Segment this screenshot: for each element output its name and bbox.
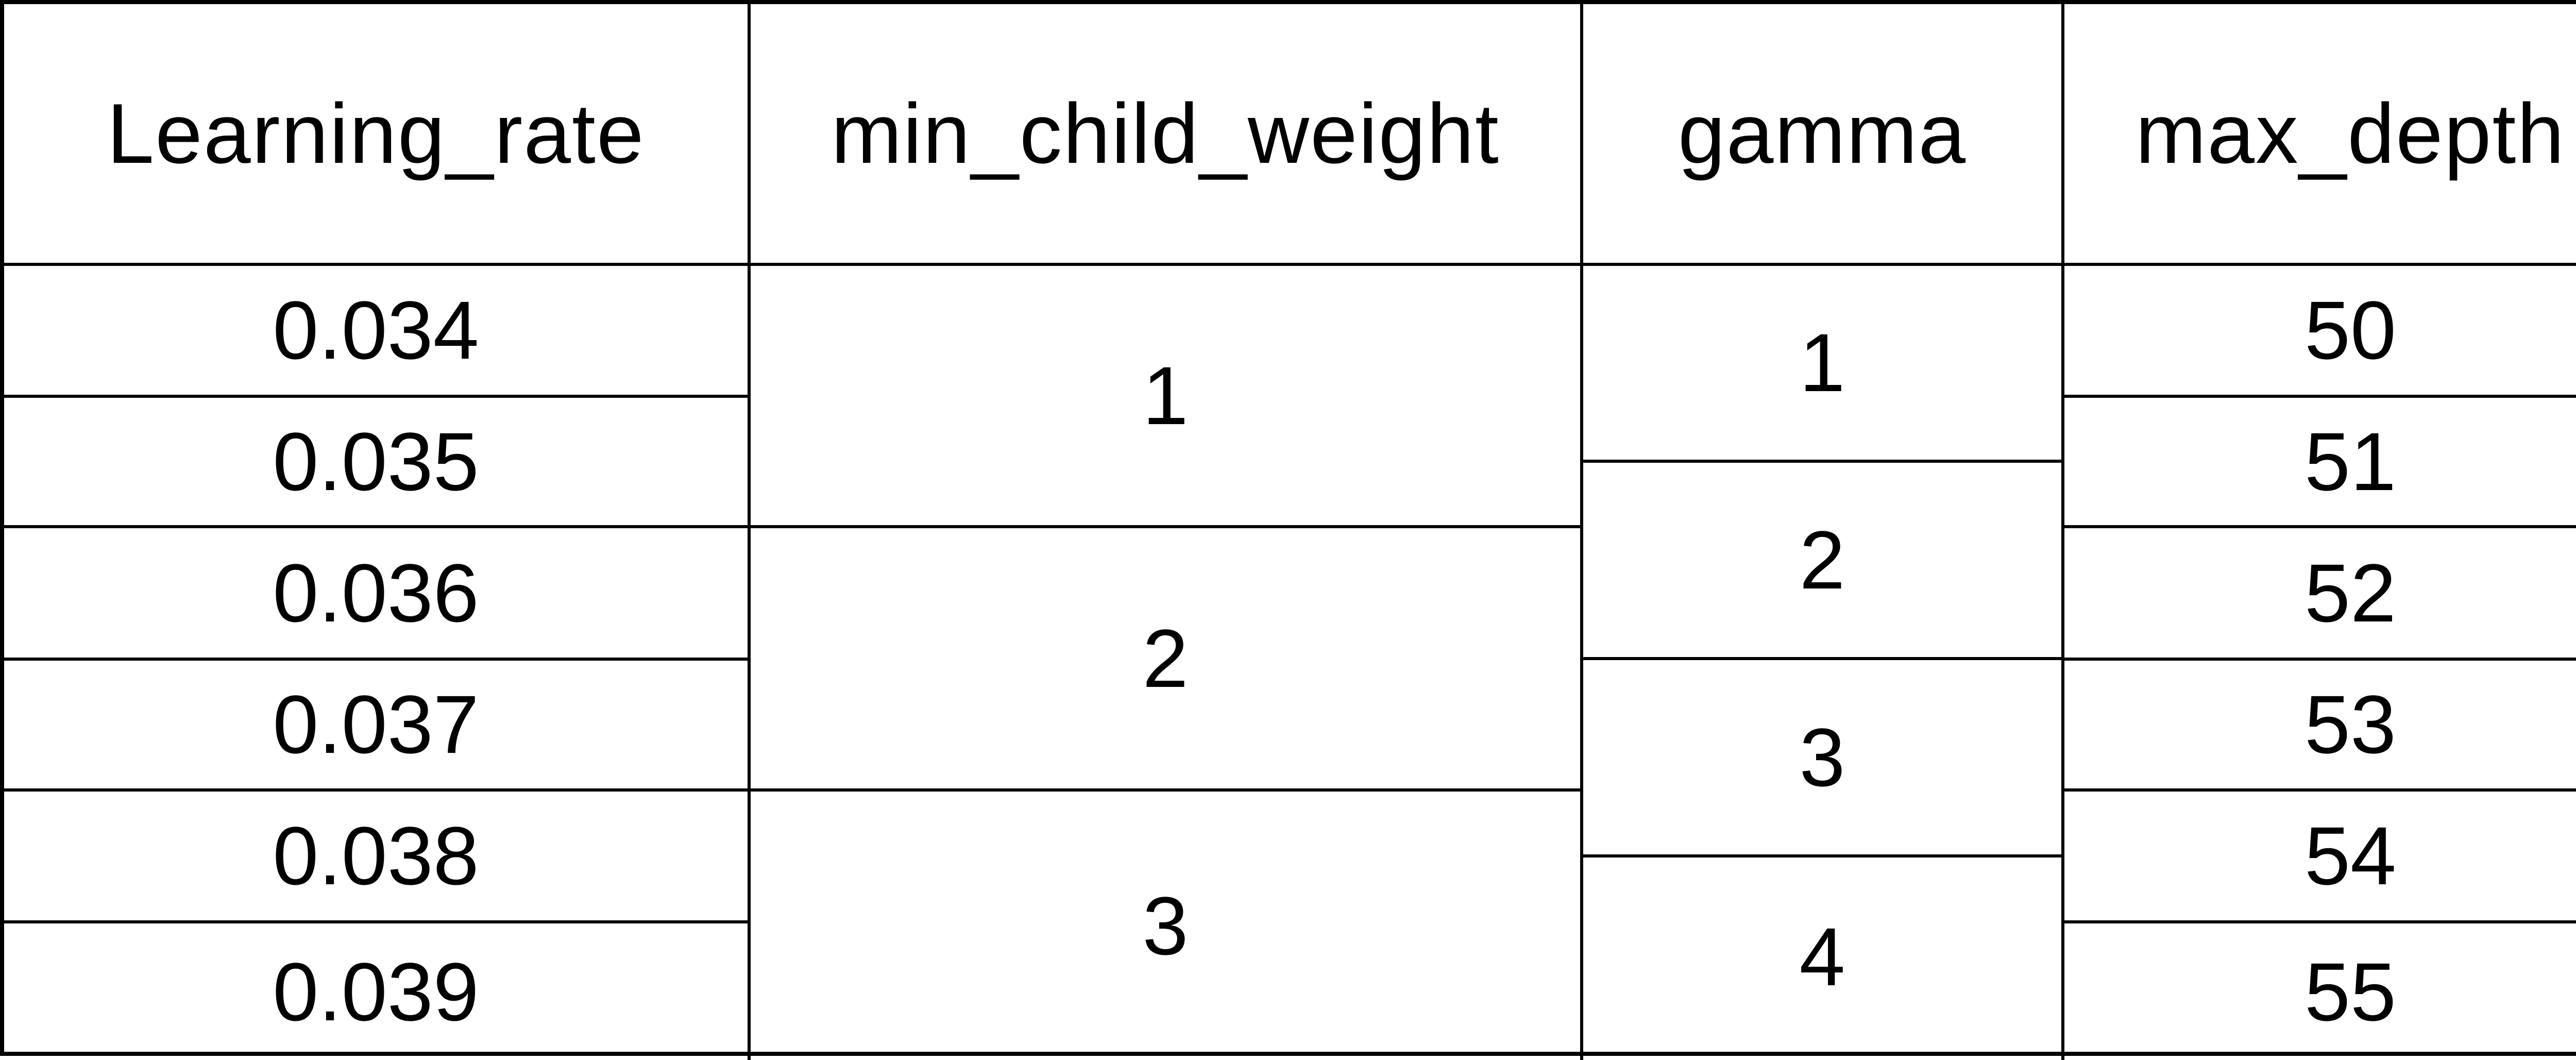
gamma-column: 1 2 3 4 — [1583, 266, 2064, 1060]
max-depth-cell: 53 — [2064, 661, 2576, 792]
learning-rate-cell: 0.038 — [4, 792, 751, 923]
gamma-cell: 3 — [1583, 660, 2061, 857]
header-learning-rate: Learning_rate — [4, 4, 751, 266]
learning-rate-cell: 0.035 — [4, 398, 751, 528]
header-gamma: gamma — [1583, 4, 2064, 266]
max-depth-cell: 50 — [2064, 266, 2576, 398]
learning-rate-cell: 0.037 — [4, 661, 751, 792]
gamma-cell: 1 — [1583, 266, 2061, 463]
learning-rate-cell: 0.039 — [4, 923, 751, 1060]
min-child-weight-cell: 2 — [751, 528, 1583, 792]
max-depth-cell: 52 — [2064, 528, 2576, 661]
learning-rate-cell: 0.034 — [4, 266, 751, 398]
header-min-child-weight: min_child_weight — [751, 4, 1583, 266]
max-depth-cell: 55 — [2304, 945, 2396, 1038]
max-depth-cell: 54 — [2064, 792, 2576, 923]
gamma-cell: 4 — [1799, 910, 1845, 1003]
header-max-depth: max_depth — [2064, 4, 2576, 266]
min-child-weight-cell: 1 — [751, 266, 1583, 528]
gamma-cell: 2 — [1583, 463, 2061, 660]
learning-rate-cell: 0.036 — [4, 528, 751, 661]
min-child-weight-cell: 3 — [751, 792, 1583, 1060]
max-depth-cell: 51 — [2064, 398, 2576, 528]
